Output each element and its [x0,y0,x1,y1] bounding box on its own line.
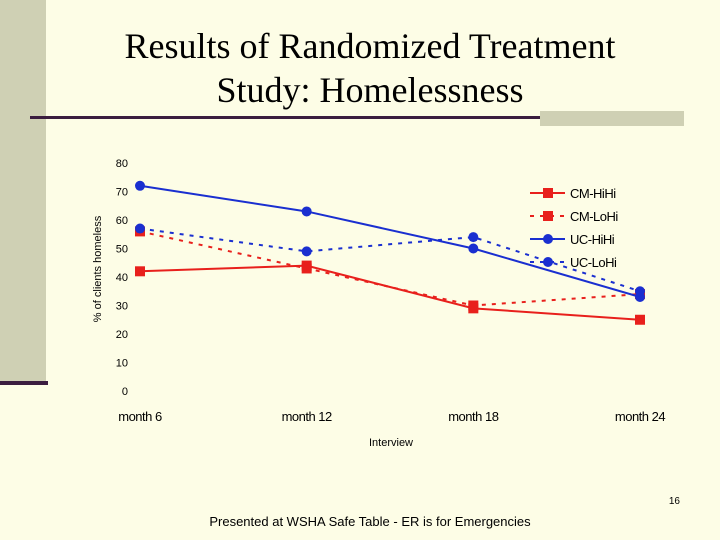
series-line [139,264,641,321]
homelessness-line-chart: 0 10 20 30 40 50 60 70 80 % of clients homeless mo… [92,158,666,449]
data-point-marker [468,243,479,254]
y-tick-label: 20 [116,329,128,341]
data-point-marker [135,180,145,191]
sidebar-decoration [0,0,46,383]
legend-swatch-marker [543,257,553,267]
data-point-marker [301,246,312,257]
x-tick-label: month 18 [448,409,498,424]
data-point-marker [135,223,145,234]
slide-title-line-2: Study: Homelessness [216,70,524,110]
slide-number: 16 [668,496,680,507]
y-tick-label: 80 [116,158,128,170]
data-point-marker [468,232,479,243]
x-tick-label: month 6 [118,409,162,424]
y-tick-label: 50 [116,244,128,256]
y-tick-label: 40 [116,272,128,284]
data-point-marker [301,206,312,217]
legend-swatch-marker [543,188,553,198]
y-tick-label: 70 [116,187,128,199]
legend-swatch-marker [543,234,553,244]
legend-entry: UC-HiHi [570,232,615,247]
data-point-marker [301,263,312,274]
x-tick-label: month 24 [615,409,665,424]
data-point-marker [635,286,645,297]
title-rule [30,116,540,119]
legend-entry: CM-HiHi [570,186,616,201]
x-axis-label: Interview [369,437,413,449]
slide-title-line-1: Results of Randomized Treatment [124,26,616,66]
y-axis-label: % of clients homeless [92,215,104,322]
data-point-marker [635,314,645,325]
series-line [139,184,641,298]
y-tick-label: 30 [116,301,128,313]
legend-entry: CM-LoHi [570,209,618,224]
data-point-marker [468,300,479,311]
title-accent-bar [540,111,684,126]
series-line [139,227,641,293]
y-tick-label: 10 [116,358,128,370]
y-tick-label: 0 [122,386,128,398]
legend-swatch-marker [543,211,553,221]
legend-entry: UC-LoHi [570,255,617,270]
footer-text: Presented at WSHA Safe Table - ER is for… [209,514,531,529]
x-tick-label: month 12 [282,409,332,424]
data-point-marker [135,266,145,277]
y-tick-label: 60 [116,215,128,227]
slide-title: Results of Randomized Treatment Study: H… [60,24,680,112]
sidebar-bottom-rule [0,381,48,385]
